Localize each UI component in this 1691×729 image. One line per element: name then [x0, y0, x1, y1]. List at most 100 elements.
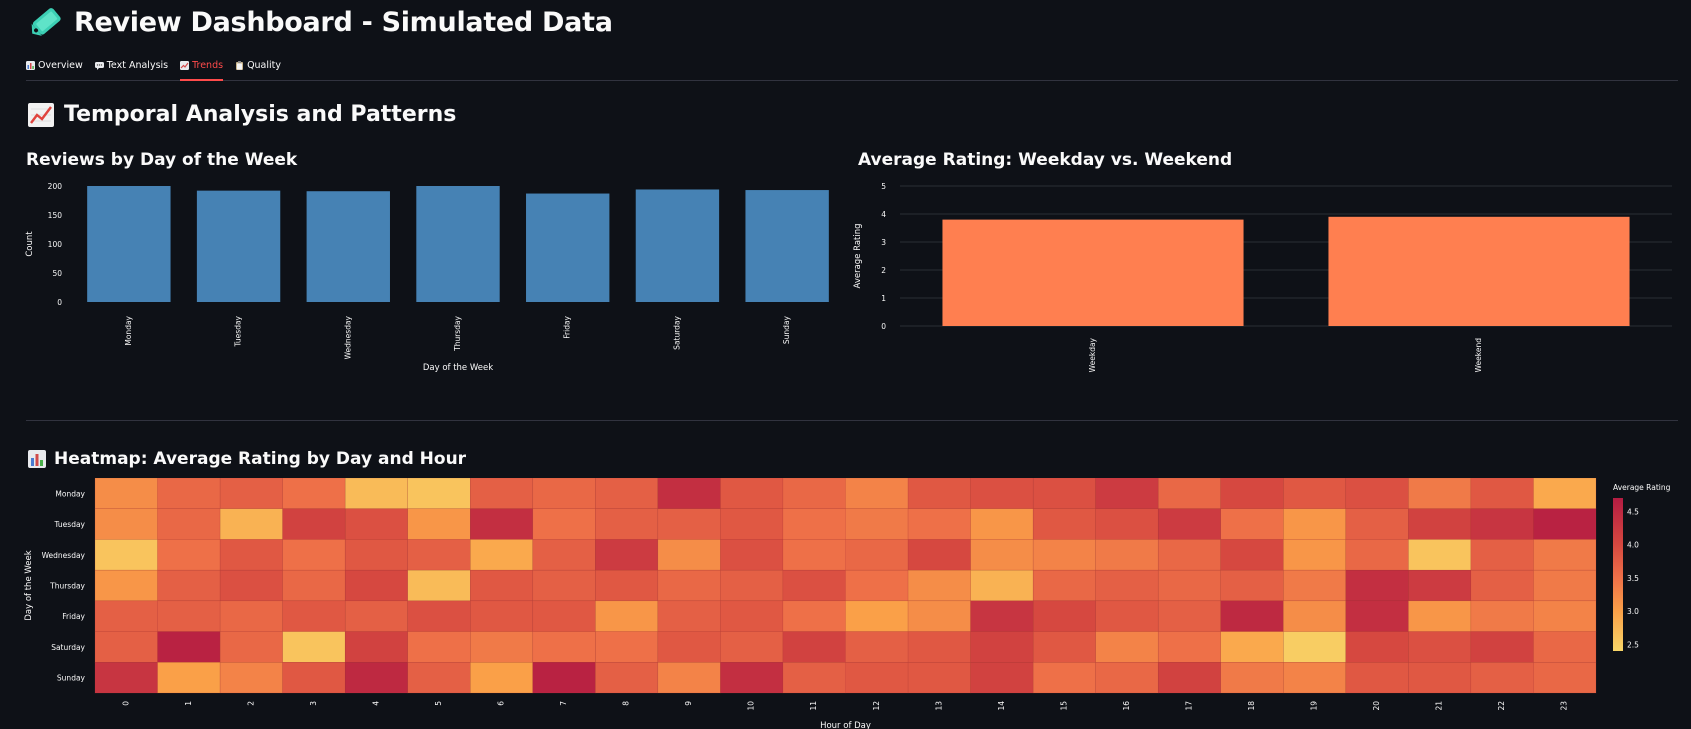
x-tick-label: Weekday — [1088, 337, 1097, 372]
heatmap-cell — [282, 539, 346, 571]
heatmap-cell — [1283, 662, 1347, 694]
heatmap-cell — [344, 478, 408, 509]
heatmap-cell — [1095, 508, 1159, 540]
heatmap-cell — [407, 508, 471, 540]
chart-heatmap: Monday Tuesday Wednesday Thursday Friday Satu… — [24, 478, 1671, 729]
heatmap-section-title: Heatmap: Average Rating by Day and Hour — [28, 449, 466, 469]
x-tick-label: 23 — [1560, 701, 1569, 711]
section-title: Temporal Analysis and Patterns — [28, 102, 456, 127]
heatmap-cell — [1533, 600, 1597, 632]
heatmap-cell — [470, 478, 534, 509]
heatmap-cell — [470, 631, 534, 663]
y-tick-label: 0 — [881, 322, 886, 331]
heatmap-cell — [595, 662, 659, 694]
heatmap-cell — [1345, 662, 1409, 694]
heatmap-cell — [595, 539, 659, 571]
heatmap-cell — [94, 569, 158, 602]
x-tick-label: 18 — [1247, 701, 1256, 711]
x-tick-label: Monday — [124, 315, 133, 345]
tag-icon — [31, 8, 61, 36]
y-tick-label: 200 — [48, 182, 63, 191]
heatmap-cell — [94, 508, 158, 540]
heatmap-cell — [1533, 569, 1597, 602]
section-divider — [26, 420, 1678, 421]
heatmap-cell — [407, 539, 471, 571]
colorbar-tick-label: 4.5 — [1627, 507, 1639, 516]
heatmap-cell — [1032, 539, 1096, 571]
heatmap-cell — [657, 600, 721, 632]
heatmap-cell — [907, 662, 971, 694]
heatmap-cell — [1095, 569, 1159, 602]
x-tick-label: 20 — [1372, 701, 1381, 711]
heatmap-cell — [907, 508, 971, 540]
heatmap-cell — [1032, 508, 1096, 540]
y-tick-label: Sunday — [57, 674, 86, 683]
heatmap-cell — [1157, 478, 1222, 509]
heatmap-cell — [1470, 631, 1534, 663]
heatmap-cell — [1533, 478, 1597, 509]
heatmap-cell — [157, 539, 221, 571]
x-axis-label: Hour of Day — [820, 721, 871, 729]
x-tick-label: 2 — [246, 701, 255, 706]
chart-weekday-weekend: 0 1 2 3 4 5 Weekday Weekend Average Rating — [853, 182, 1672, 372]
heatmap-cell — [657, 508, 721, 540]
heatmap-cell — [845, 539, 909, 571]
heatmap-section-title-text: Heatmap: Average Rating by Day and Hour — [54, 449, 467, 469]
bar — [942, 219, 1244, 326]
heatmap-cell — [1345, 508, 1409, 540]
heatmap-cell — [1032, 600, 1096, 632]
heatmap-cell — [1345, 569, 1409, 602]
tab-quality[interactable]: Quality — [235, 52, 281, 80]
heatmap-cell — [782, 478, 846, 509]
y-tick-label: 100 — [48, 240, 63, 249]
x-tick-label: 19 — [1310, 701, 1319, 711]
tab-overview[interactable]: Overview — [26, 52, 83, 80]
heatmap-cell — [1533, 662, 1597, 694]
colorbar-label: Average Rating — [1613, 483, 1671, 492]
y-tick-label: Saturday — [51, 643, 85, 652]
y-tick-label: 150 — [48, 211, 63, 220]
heatmap-cell — [595, 569, 659, 602]
heatmap-cell — [1220, 662, 1284, 694]
heatmap-cell — [470, 508, 534, 540]
tab-text-analysis[interactable]: Text Analysis — [94, 52, 168, 80]
heatmap-cell — [407, 631, 471, 663]
heatmap-cell — [407, 478, 471, 509]
colorbar-tick-label: 3.5 — [1627, 574, 1639, 583]
y-axis-label: Day of the Week — [24, 550, 34, 620]
bar — [306, 191, 390, 302]
heatmap-cell — [470, 600, 534, 632]
x-tick-label: 14 — [997, 701, 1006, 711]
heatmap-cell — [907, 631, 971, 663]
tab-trends[interactable]: Trends — [180, 52, 223, 81]
y-tick-label: 1 — [881, 294, 886, 303]
heatmap-cell — [1533, 539, 1597, 571]
x-tick-label: 8 — [622, 701, 631, 706]
heatmap-cell — [1470, 600, 1534, 632]
x-tick-label: 3 — [309, 701, 318, 706]
heatmap-cell — [1157, 662, 1222, 694]
x-tick-label: Friday — [563, 315, 572, 338]
tab-bar: Overview Text Analysis Trends — [26, 52, 1678, 81]
heatmap-cell — [1345, 478, 1409, 509]
heatmap-cell — [782, 569, 846, 602]
heatmap-cell — [407, 569, 471, 602]
heatmap-cell — [532, 600, 596, 632]
heatmap-cell — [407, 662, 471, 694]
x-tick-label: 12 — [872, 701, 881, 711]
x-tick-label: 21 — [1435, 701, 1444, 711]
heatmap-cell — [907, 478, 971, 509]
heatmap-cell — [94, 662, 158, 694]
heatmap-cell — [1283, 508, 1347, 540]
heatmap-cell — [1157, 600, 1222, 632]
x-tick-label: 15 — [1059, 701, 1068, 711]
heatmap-cell — [532, 478, 596, 509]
x-tick-label: Thursday — [453, 315, 462, 351]
heatmap-cell — [907, 539, 971, 571]
heatmap-cell — [157, 662, 221, 694]
heatmap-cell — [282, 600, 346, 632]
heatmap-cell — [970, 539, 1034, 571]
heatmap-cell — [532, 631, 596, 663]
heatmap-cell — [282, 478, 346, 509]
header: Review Dashboard - Simulated Data — [28, 4, 613, 40]
